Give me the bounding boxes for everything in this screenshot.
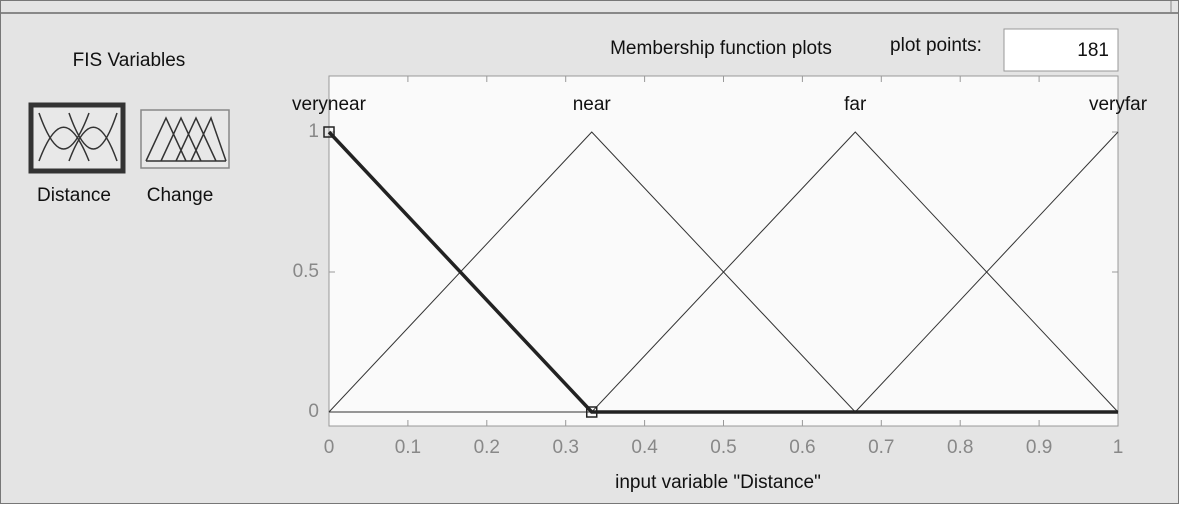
plot-points-label: plot points:: [890, 35, 982, 56]
x-tick-label: 0.9: [1026, 437, 1052, 458]
y-tick-label: 0.5: [293, 261, 319, 282]
x-tick-label: 0: [324, 437, 335, 458]
vertex-marker: [585, 406, 598, 418]
x-tick-label: 0.3: [552, 437, 578, 458]
x-tick-label: 0.5: [710, 437, 736, 458]
x-tick-label: 0.7: [868, 437, 894, 458]
plot-area: [328, 75, 1119, 427]
x-tick-label: 0.8: [947, 437, 973, 458]
x-tick-label: 0.6: [789, 437, 815, 458]
membership-line: [327, 130, 1118, 414]
y-tick-label: 1: [308, 121, 319, 142]
fis-variables-title: FIS Variables: [73, 50, 186, 71]
variable-label[interactable]: Distance: [37, 185, 111, 206]
x-tick-label: 1: [1113, 437, 1124, 458]
variable-icon[interactable]: [140, 109, 230, 169]
y-tick-label: 0: [308, 401, 319, 422]
x-axis-label: input variable "Distance": [615, 472, 821, 493]
membership-name: far: [844, 94, 867, 115]
variable-icon[interactable]: [28, 102, 126, 174]
plot-points-input[interactable]: [1003, 28, 1119, 72]
icon-frame: [28, 102, 126, 174]
chart-title: Membership function plots: [610, 38, 832, 59]
vertex-marker: [323, 126, 335, 138]
x-tick-label: 0.1: [395, 437, 421, 458]
x-tick-label: 0.2: [474, 437, 500, 458]
membership-name: veryfar: [1089, 94, 1148, 115]
icon-curves: [38, 112, 118, 162]
membership-name: verynear: [292, 94, 367, 115]
membership-name: near: [573, 94, 612, 115]
variable-label[interactable]: Change: [147, 185, 214, 206]
x-tick-label: 0.4: [631, 437, 658, 458]
icon-curves: [145, 116, 227, 162]
plot-points-value[interactable]: 181: [1077, 40, 1109, 61]
